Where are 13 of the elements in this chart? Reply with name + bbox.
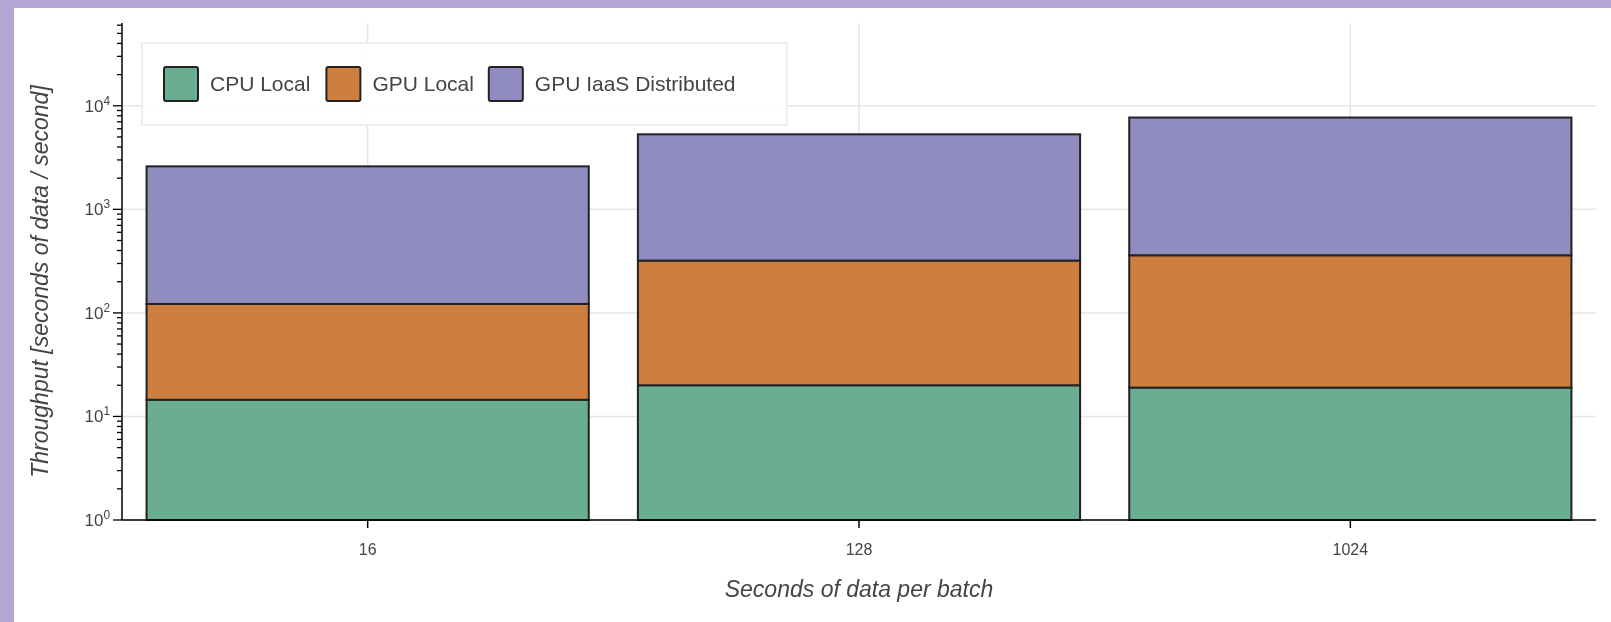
x-axis-title: Seconds of data per batch (724, 576, 994, 602)
y-tick-label: 10$^{3}$ (84, 197, 111, 220)
legend-label: GPU Local (372, 72, 474, 95)
y-tick-label: 10$^{2}$ (84, 300, 111, 323)
legend-label: CPU Local (210, 72, 311, 95)
y-tick-label: 10$^{4}$ (84, 93, 111, 116)
y-tick-label: 10$^{0}$ (84, 508, 111, 530)
x-tick-label: 16 (358, 541, 377, 558)
legend-label: GPU IaaS Distributed (534, 72, 736, 95)
y-tick-label: 10$^{1}$ (84, 404, 111, 427)
x-tick-label: 128 (845, 541, 873, 558)
y-axis-title: Throughput [seconds of data / second] (27, 84, 53, 478)
x-tick-label: 1024 (1332, 541, 1369, 558)
